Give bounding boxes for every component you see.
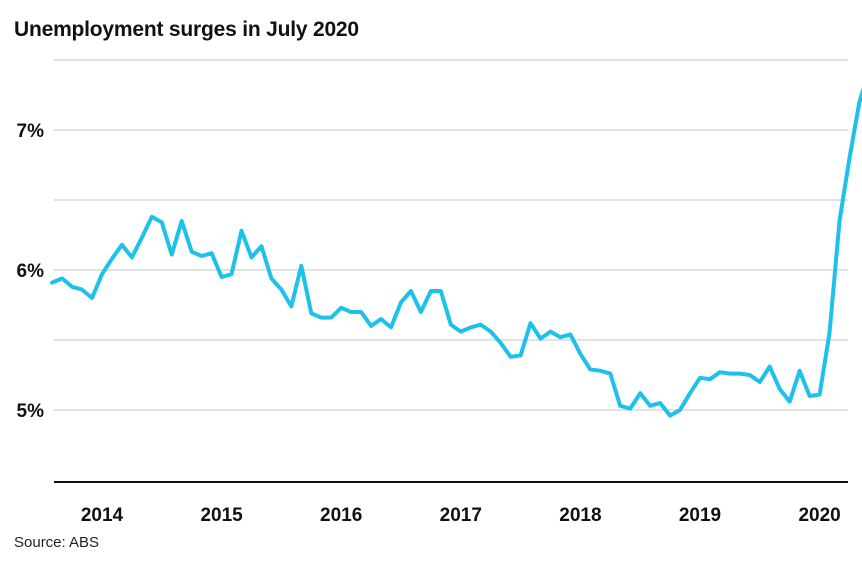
x-tick-label: 2018 <box>559 505 601 526</box>
x-tick-label: 2016 <box>320 505 362 526</box>
x-tick-label: 2014 <box>81 505 124 526</box>
source-note: Source: ABS <box>14 534 100 551</box>
y-tick-label: 6% <box>17 261 45 282</box>
y-tick-label: 7% <box>17 121 45 142</box>
series-line-unemployment <box>50 86 862 418</box>
y-tick-label: 5% <box>17 401 45 422</box>
x-tick-label: 2019 <box>679 505 721 526</box>
x-axis-ticks: 2014 2015 2016 2017 2018 2019 2020 <box>81 505 841 526</box>
x-tick-label: 2020 <box>798 505 840 526</box>
gridlines <box>54 59 848 411</box>
y-axis-ticks: 5% 6% 7% <box>17 121 45 422</box>
chart-title: Unemployment surges in July 2020 <box>14 18 359 41</box>
x-tick-label: 2017 <box>440 505 482 526</box>
x-tick-label: 2015 <box>200 505 243 526</box>
